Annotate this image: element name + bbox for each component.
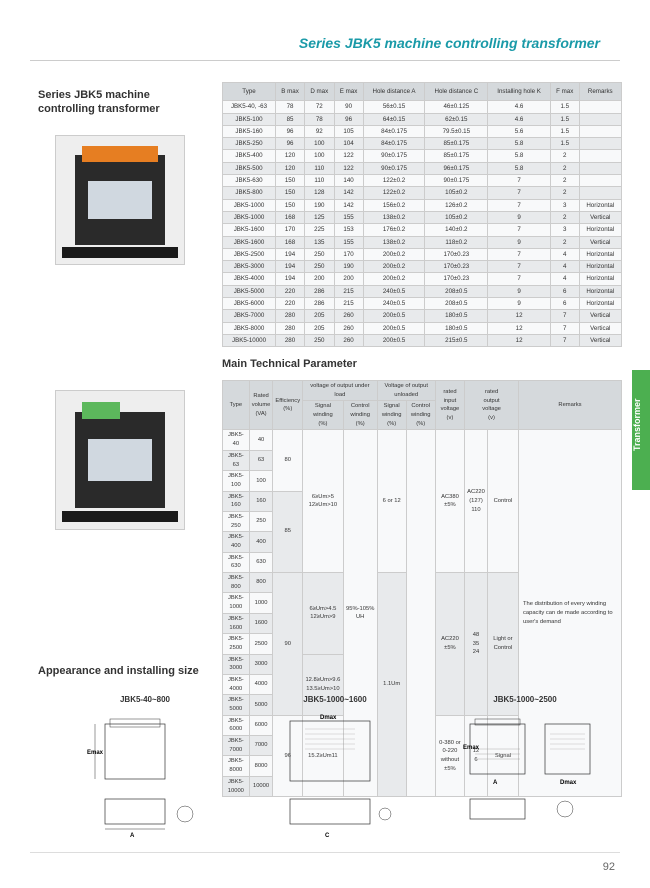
footer-divider bbox=[30, 852, 620, 853]
product-image-2 bbox=[55, 390, 185, 530]
svg-text:A: A bbox=[130, 833, 135, 839]
svg-text:Emax: Emax bbox=[87, 750, 104, 756]
svg-text:Emax: Emax bbox=[463, 745, 480, 751]
section-title: Main Technical Parameter bbox=[222, 358, 622, 370]
appearance-title: Appearance and installing size bbox=[38, 665, 199, 677]
product-title: Series JBK5 machine controlling transfor… bbox=[38, 88, 208, 117]
svg-text:Dmax: Dmax bbox=[560, 780, 577, 786]
product-image-1 bbox=[55, 135, 185, 265]
svg-text:Dmax: Dmax bbox=[320, 715, 337, 721]
page-title: Series JBK5 machine controlling transfor… bbox=[299, 35, 600, 51]
side-tab: Transformer bbox=[632, 370, 650, 490]
dimensions-table: TypeB maxD maxE maxHole distance AHole d… bbox=[222, 82, 622, 347]
page-number: 92 bbox=[603, 861, 615, 873]
svg-text:A: A bbox=[493, 780, 498, 786]
diagram-2: JBK5-1000~1600 DmaxC bbox=[255, 695, 415, 839]
svg-text:C: C bbox=[325, 833, 330, 839]
diagram-1: JBK5-40~800 EmaxA bbox=[65, 695, 225, 839]
diagram-3: JBK5-1000~2500 EmaxADmax bbox=[445, 695, 605, 839]
divider bbox=[30, 60, 620, 61]
